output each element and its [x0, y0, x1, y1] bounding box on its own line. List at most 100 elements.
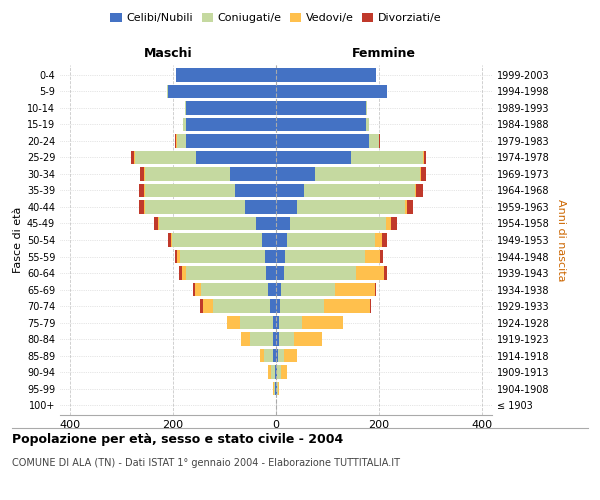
Bar — [276, 250, 285, 264]
Bar — [159, 216, 256, 230]
Bar — [175, 134, 176, 147]
Bar — [230, 167, 276, 180]
Bar — [145, 184, 235, 197]
Bar — [324, 300, 370, 313]
Bar — [262, 233, 276, 247]
Bar — [168, 84, 276, 98]
Legend: Celibi/Nubili, Coniugati/e, Vedovi/e, Divorziati/e: Celibi/Nubili, Coniugati/e, Vedovi/e, Di… — [108, 10, 444, 26]
Bar — [276, 233, 287, 247]
Bar — [276, 101, 366, 114]
Bar — [186, 266, 266, 280]
Bar — [275, 366, 276, 379]
Bar — [203, 300, 213, 313]
Bar — [182, 266, 186, 280]
Bar — [278, 316, 302, 330]
Bar — [314, 167, 420, 180]
Bar — [276, 266, 284, 280]
Bar — [356, 266, 384, 280]
Bar — [271, 366, 275, 379]
Bar — [195, 283, 202, 296]
Bar — [270, 300, 276, 313]
Bar — [281, 283, 335, 296]
Bar — [290, 216, 386, 230]
Bar — [154, 216, 158, 230]
Bar — [276, 300, 280, 313]
Bar — [274, 382, 275, 396]
Bar — [278, 349, 284, 362]
Bar — [186, 101, 276, 114]
Bar — [140, 167, 145, 180]
Bar — [250, 332, 274, 346]
Bar — [145, 167, 230, 180]
Bar — [276, 84, 386, 98]
Bar — [266, 266, 276, 280]
Bar — [276, 349, 278, 362]
Bar — [276, 184, 304, 197]
Bar — [170, 233, 172, 247]
Bar — [276, 332, 278, 346]
Bar — [375, 233, 382, 247]
Bar — [276, 283, 281, 296]
Bar — [276, 134, 368, 147]
Bar — [196, 150, 276, 164]
Bar — [391, 216, 397, 230]
Bar — [365, 250, 380, 264]
Bar — [368, 134, 379, 147]
Bar — [287, 233, 375, 247]
Bar — [404, 200, 407, 214]
Bar — [370, 300, 371, 313]
Bar — [186, 118, 276, 131]
Bar — [241, 332, 250, 346]
Bar — [380, 250, 383, 264]
Bar — [139, 184, 145, 197]
Bar — [185, 101, 186, 114]
Bar — [180, 250, 265, 264]
Bar — [139, 200, 144, 214]
Bar — [302, 316, 343, 330]
Bar — [227, 316, 240, 330]
Bar — [350, 150, 422, 164]
Bar — [158, 216, 159, 230]
Bar — [276, 366, 277, 379]
Bar — [240, 316, 274, 330]
Bar — [276, 167, 314, 180]
Bar — [420, 167, 421, 180]
Bar — [416, 184, 422, 197]
Bar — [422, 150, 424, 164]
Y-axis label: Fasce di età: Fasce di età — [13, 207, 23, 273]
Bar — [375, 283, 376, 296]
Text: Maschi: Maschi — [143, 47, 193, 60]
Bar — [245, 200, 276, 214]
Bar — [294, 332, 322, 346]
Bar — [265, 250, 276, 264]
Bar — [424, 150, 426, 164]
Bar — [421, 167, 426, 180]
Bar — [284, 349, 296, 362]
Bar — [134, 150, 196, 164]
Bar — [193, 283, 195, 296]
Bar — [176, 68, 276, 82]
Bar — [131, 150, 134, 164]
Bar — [213, 300, 270, 313]
Bar — [276, 200, 296, 214]
Bar — [304, 184, 415, 197]
Bar — [281, 366, 287, 379]
Bar — [200, 300, 203, 313]
Bar — [168, 233, 170, 247]
Bar — [268, 283, 276, 296]
Bar — [384, 266, 386, 280]
Text: Femmine: Femmine — [352, 47, 416, 60]
Bar — [284, 266, 356, 280]
Text: COMUNE DI ALA (TN) - Dati ISTAT 1° gennaio 2004 - Elaborazione TUTTITALIA.IT: COMUNE DI ALA (TN) - Dati ISTAT 1° genna… — [12, 458, 400, 468]
Bar — [366, 118, 368, 131]
Bar — [184, 118, 186, 131]
Bar — [268, 366, 271, 379]
Bar — [278, 382, 279, 396]
Bar — [144, 200, 145, 214]
Bar — [186, 134, 276, 147]
Bar — [276, 316, 278, 330]
Bar — [276, 150, 350, 164]
Bar — [202, 283, 268, 296]
Bar — [145, 200, 245, 214]
Bar — [179, 266, 182, 280]
